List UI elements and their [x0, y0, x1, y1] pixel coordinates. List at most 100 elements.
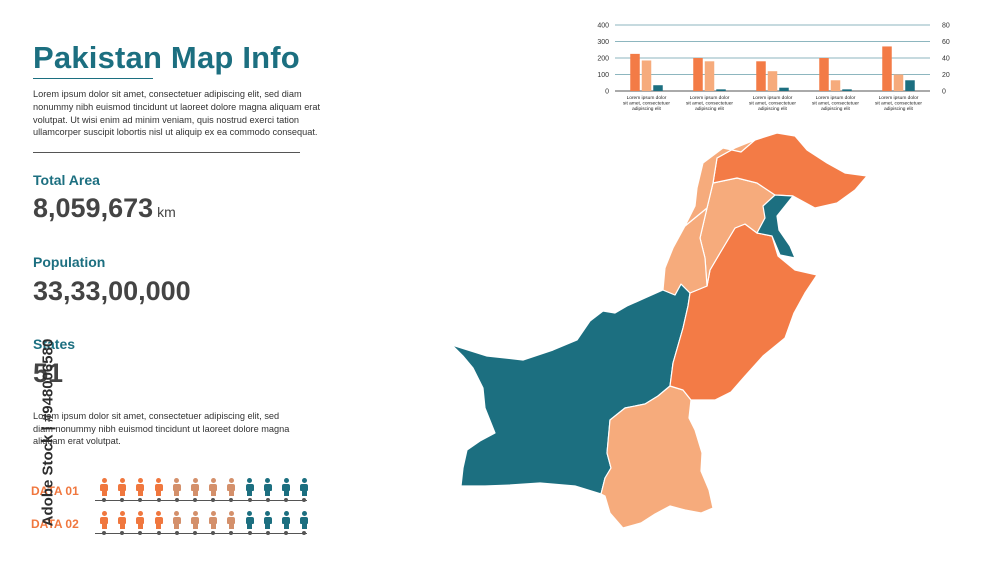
bar: [641, 60, 652, 91]
pictogram-dot: [174, 531, 179, 535]
pictogram-dot: [284, 531, 288, 535]
x-tick-label: Lorem ipsum dolor sit amet, consectetuer a…: [812, 95, 859, 112]
person-icon: [299, 511, 309, 529]
person-icon: [117, 511, 127, 529]
bar-chart: 0 100 200 300 400 0 20 40 60 80 Lorem ipsum dolor s…: [597, 23, 950, 113]
map-region-azad-kashmir: [756, 194, 796, 259]
person-icon: [154, 478, 164, 496]
pictogram-dot: [156, 498, 161, 502]
bar: [893, 74, 904, 91]
y-tick-label: 0: [605, 89, 609, 96]
total-area-value: 8,059,673 km: [33, 193, 176, 224]
pictogram-dot: [138, 531, 143, 535]
x-tick-label: Lorem ipsum dolor sit amet, consectetuer a…: [875, 95, 922, 112]
person-icon: [172, 511, 182, 529]
pictogram-dot: [265, 498, 270, 502]
pictogram-dot: [211, 498, 216, 502]
pictogram-dot: [138, 498, 143, 502]
states-label: States: [33, 336, 76, 352]
pictogram-dot: [120, 498, 125, 502]
person-icon: [208, 511, 218, 529]
person-icon: [117, 478, 127, 496]
data-02-label: DATA 02: [31, 517, 79, 531]
person-icon: [135, 478, 145, 496]
pictogram-dot: [102, 531, 106, 535]
y2-tick-label: 80: [942, 23, 950, 30]
total-area-number: 8,059,673: [33, 193, 154, 223]
pictogram-dot: [120, 531, 125, 535]
person-icon: [154, 511, 164, 529]
total-area-unit: km: [157, 204, 176, 220]
y-tick-label: 300: [597, 39, 609, 46]
pictogram-dot: [174, 498, 179, 502]
bar: [767, 71, 778, 91]
bar: [882, 46, 892, 91]
pictogram-dot: [247, 498, 252, 502]
x-tick-label: Lorem ipsum dolor sit amet, consectetuer a…: [623, 95, 670, 112]
bar: [842, 89, 852, 91]
pictogram-dot: [193, 498, 197, 502]
y2-tick-label: 0: [942, 89, 946, 96]
person-icon: [135, 511, 145, 529]
title-underline: [33, 78, 153, 79]
person-icon: [172, 478, 182, 496]
bar: [779, 87, 789, 91]
pakistan-map: [451, 132, 868, 529]
bar: [830, 80, 841, 91]
person-icon: [263, 478, 273, 496]
pictogram-dot: [302, 531, 307, 535]
population-value: 33,33,00,000: [33, 276, 191, 306]
bar: [819, 58, 829, 91]
x-tick-label: Lorem ipsum dolor sit amet, consectetuer a…: [686, 95, 733, 112]
person-icon: [281, 478, 291, 496]
person-icon: [226, 511, 236, 529]
person-icon: [245, 511, 255, 529]
bar: [905, 80, 915, 91]
person-icon: [190, 511, 200, 529]
y2-tick-label: 60: [942, 39, 950, 46]
pictogram-dot: [211, 531, 216, 535]
bar: [716, 89, 726, 91]
pictogram-dot: [265, 531, 270, 535]
page-title: Pakistan Map Info: [33, 40, 300, 75]
bar: [653, 85, 663, 91]
pictogram-dot: [193, 531, 197, 535]
bar: [756, 61, 766, 91]
person-icon: [190, 478, 200, 496]
pictogram-dot: [229, 498, 234, 502]
map-region-islamabad: [684, 139, 756, 227]
pictogram-dot: [229, 531, 234, 535]
bar: [630, 53, 640, 91]
states-value: 51: [33, 358, 64, 388]
population-label: Population: [33, 254, 106, 270]
stock-watermark: Adobe Stock | #948006580: [39, 338, 57, 527]
pictogram-dot: [102, 498, 106, 502]
pictogram-baseline: [95, 500, 307, 501]
bar: [693, 58, 703, 91]
bar: [704, 61, 715, 91]
data-02-pictogram: [95, 511, 310, 537]
map-region-fata: [662, 207, 708, 296]
person-icon: [226, 478, 236, 496]
person-icon: [245, 478, 255, 496]
pictogram-dot: [284, 498, 288, 502]
pictogram-dot: [302, 498, 307, 502]
total-area-label: Total Area: [33, 172, 100, 188]
y-tick-label: 200: [597, 56, 609, 63]
person-icon: [263, 511, 273, 529]
y-tick-label: 100: [597, 72, 609, 79]
person-icon: [281, 511, 291, 529]
y2-tick-label: 20: [942, 72, 950, 79]
intro-divider: [33, 152, 300, 153]
person-icon: [208, 478, 218, 496]
data-01-pictogram: [95, 478, 310, 504]
y-tick-label: 400: [597, 23, 609, 30]
y2-tick-label: 40: [942, 56, 950, 63]
body-text: Lorem ipsum dolor sit amet, consectetuer…: [33, 411, 290, 446]
x-tick-label: Lorem ipsum dolor sit amet, consectetuer a…: [749, 95, 796, 112]
person-icon: [299, 478, 309, 496]
pictogram-dot: [156, 531, 161, 535]
person-icon: [99, 478, 109, 496]
person-icon: [99, 511, 109, 529]
pictogram-baseline: [95, 533, 307, 534]
